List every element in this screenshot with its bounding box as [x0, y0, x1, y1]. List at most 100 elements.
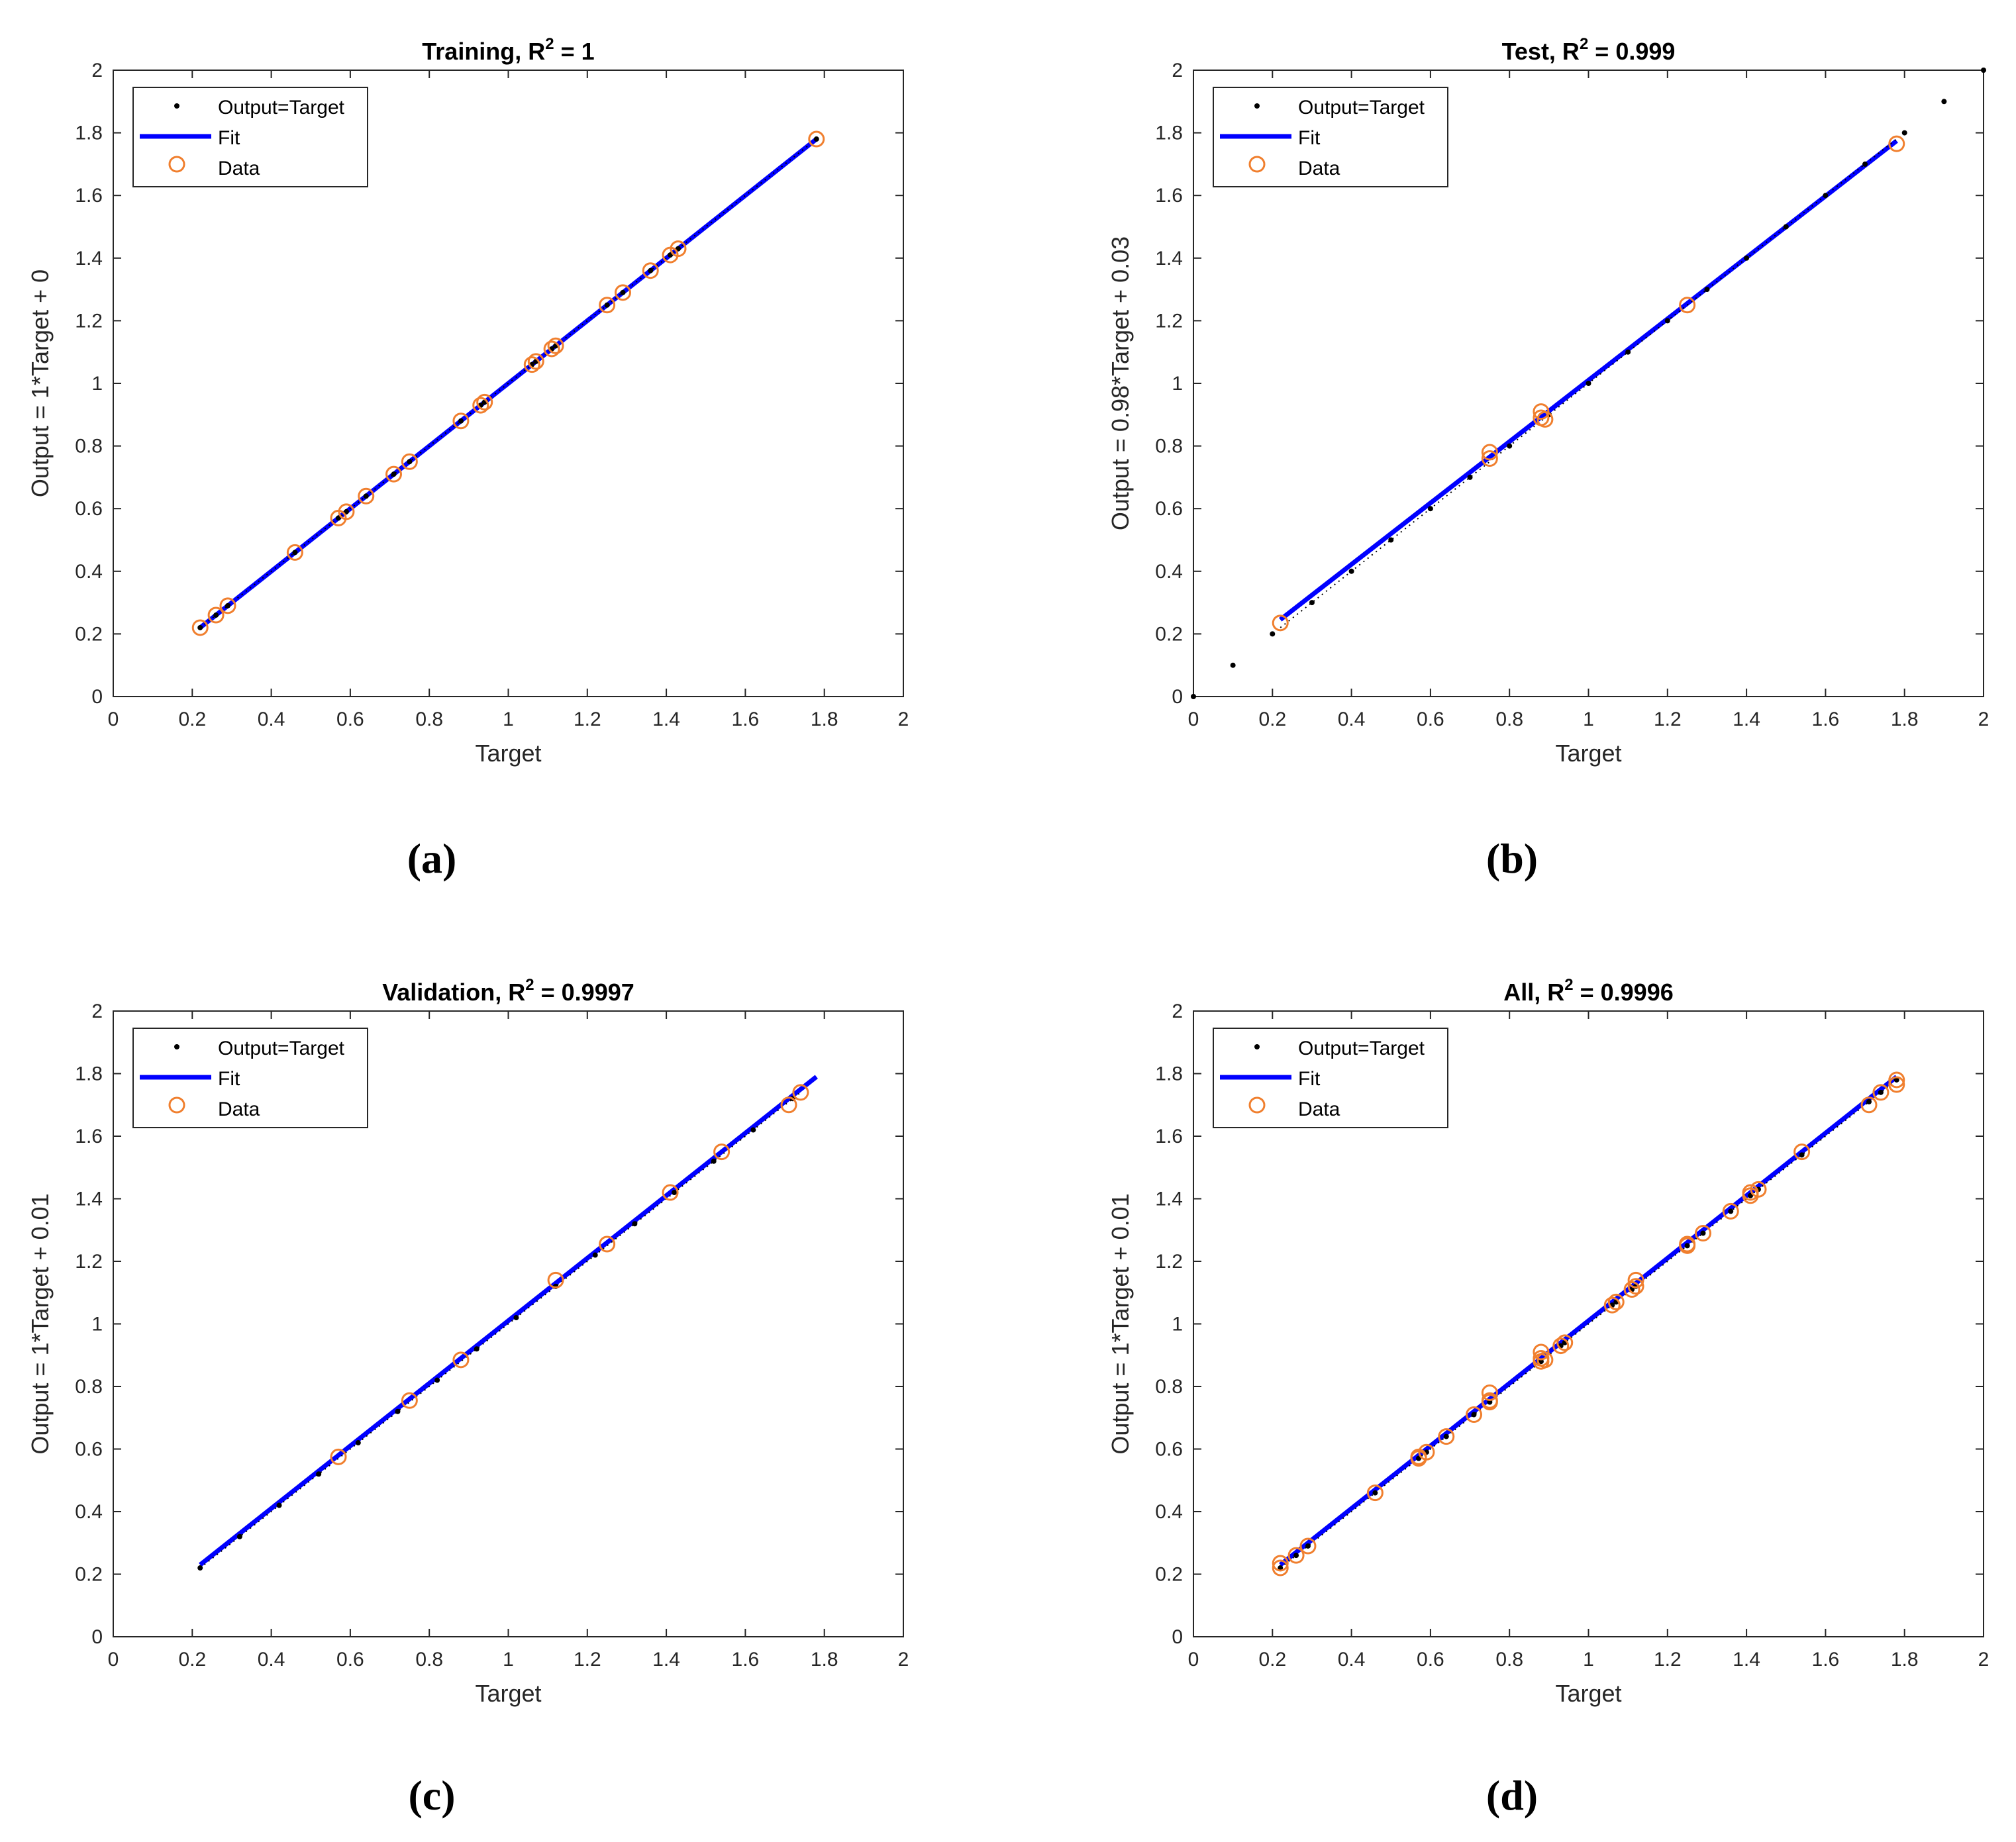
x-tick-label: 1.2: [574, 708, 601, 730]
output-target-point: [672, 1190, 678, 1196]
legend-label: Output=Target: [1298, 97, 1425, 119]
data-point: [614, 284, 631, 301]
legend-label: Output=Target: [1298, 1038, 1425, 1059]
x-tick-label: 0.2: [1258, 708, 1286, 730]
output-target-point: [1866, 1099, 1872, 1105]
y-tick-label: 0.2: [75, 1564, 103, 1586]
legend-target-marker: [174, 1044, 179, 1049]
chart-panel-d: 0 0.2 0.4 0.6 0.8 1 1.2 1.4 1.6 1.8 2 0 0.2 0.4 0.6 0.8…: [1107, 976, 1989, 1819]
data-point: [1627, 1278, 1644, 1295]
y-tick-label: 1.6: [1155, 185, 1183, 207]
legend-label: Fit: [1298, 127, 1321, 149]
y-tick-label: 1: [1172, 373, 1183, 395]
output-target-point: [1586, 381, 1591, 386]
x-tick-label: 1.4: [1733, 1649, 1760, 1671]
output-target-point: [1684, 1243, 1690, 1249]
output-target-point: [1278, 1565, 1284, 1571]
data-point: [792, 1084, 809, 1101]
x-tick-label: 2: [1978, 1649, 1990, 1671]
title-text: Validation, R: [382, 979, 525, 1006]
x-tick-label: 1.4: [1733, 708, 1760, 730]
chart-panel-c: 0 0.2 0.4 0.6 0.8 1 1.2 1.4 1.6 1.8 2 0 0.2 0.4 0.6 0.8…: [26, 976, 909, 1819]
x-tick-label: 0: [108, 1649, 119, 1671]
legend: Output=Target Fit Data: [132, 1028, 368, 1128]
data-point: [1481, 1392, 1498, 1409]
x-tick-label: 1.6: [1812, 1649, 1840, 1671]
chart-title: Training, R2 = 1: [422, 35, 594, 65]
y-tick-label: 0: [91, 686, 103, 708]
x-tick-label: 0.6: [336, 1649, 364, 1671]
x-tick-label: 0.4: [258, 708, 285, 730]
legend-target-marker: [1254, 1044, 1260, 1049]
data-point: [808, 130, 825, 148]
output-target-point: [1862, 161, 1868, 167]
chart-title: Validation, R2 = 0.9997: [382, 976, 634, 1006]
y-tick-label: 1: [1172, 1314, 1183, 1335]
data-point: [1888, 1076, 1905, 1093]
output-target-point: [1293, 1553, 1299, 1559]
output-target-point: [1309, 600, 1315, 606]
x-tick-label: 0: [108, 708, 119, 730]
x-tick-label: 0.8: [1495, 1649, 1523, 1671]
output-target-point: [604, 302, 610, 308]
output-target-point: [391, 471, 397, 477]
x-tick-label: 0.6: [1417, 1649, 1444, 1671]
x-tick-label: 2: [898, 708, 909, 730]
data-point: [1533, 1343, 1550, 1361]
y-tick-label: 0.8: [75, 1376, 103, 1398]
title-value: = 0.9996: [1574, 979, 1674, 1006]
legend-data-marker: [168, 156, 185, 173]
title-value: = 0.9997: [534, 979, 634, 1006]
x-tick-label: 0.2: [178, 708, 206, 730]
output-target-point: [292, 550, 298, 556]
data-point: [1537, 411, 1554, 428]
title-superscript: 2: [1564, 976, 1573, 994]
output-target-point: [1230, 662, 1236, 668]
panel-caption: (b): [1486, 835, 1538, 882]
legend-label: Fit: [218, 1068, 240, 1090]
output-target-point: [197, 1565, 203, 1571]
output-target-point: [813, 136, 819, 142]
output-target-point: [1878, 1089, 1884, 1095]
y-tick-label: 0.2: [1155, 623, 1183, 645]
y-tick-label: 1.2: [1155, 1251, 1183, 1273]
panel-caption: (a): [407, 835, 457, 882]
x-tick-label: 2: [898, 1649, 909, 1671]
output-target-point: [1893, 1077, 1899, 1083]
data-point: [191, 619, 209, 636]
data-point: [330, 1448, 347, 1465]
output-target-point: [458, 418, 464, 424]
title-superscript: 2: [1580, 35, 1588, 53]
data-point: [1466, 1406, 1483, 1424]
data-point: [1679, 1236, 1696, 1253]
y-tick-label: 1.4: [1155, 1188, 1183, 1210]
data-point: [338, 503, 355, 520]
data-point: [547, 1271, 564, 1288]
y-tick-label: 1.8: [75, 1063, 103, 1085]
y-tick-label: 1.2: [1155, 310, 1183, 332]
y-tick-label: 1: [91, 373, 103, 395]
data-point: [1481, 444, 1498, 461]
title-superscript: 2: [525, 976, 534, 994]
output-target-line: [1280, 1079, 1897, 1569]
data-point: [1623, 1281, 1640, 1298]
data-point: [1533, 403, 1550, 420]
y-tick-label: 1.2: [75, 1251, 103, 1273]
data-point: [358, 487, 375, 505]
y-tick-label: 1.4: [75, 1188, 103, 1210]
data-point: [1481, 1384, 1498, 1401]
legend-label: Data: [218, 158, 260, 179]
output-target-point: [474, 1346, 479, 1352]
y-tick-label: 0.2: [75, 623, 103, 645]
output-target-point: [1471, 1412, 1477, 1418]
y-tick-label: 0.4: [75, 1501, 103, 1523]
x-tick-label: 0.4: [1338, 708, 1366, 730]
data-point: [1607, 1293, 1625, 1310]
x-tick-label: 1.8: [1891, 708, 1919, 730]
y-axis-label: Output = 0.98*Target + 0.03: [1107, 236, 1134, 530]
y-axis-label: Output = 1*Target + 0.01: [26, 1193, 54, 1454]
output-target-point: [434, 1377, 440, 1383]
y-tick-label: 0: [1172, 1626, 1183, 1648]
data-point: [1272, 614, 1289, 632]
legend-data-marker: [1248, 156, 1266, 173]
